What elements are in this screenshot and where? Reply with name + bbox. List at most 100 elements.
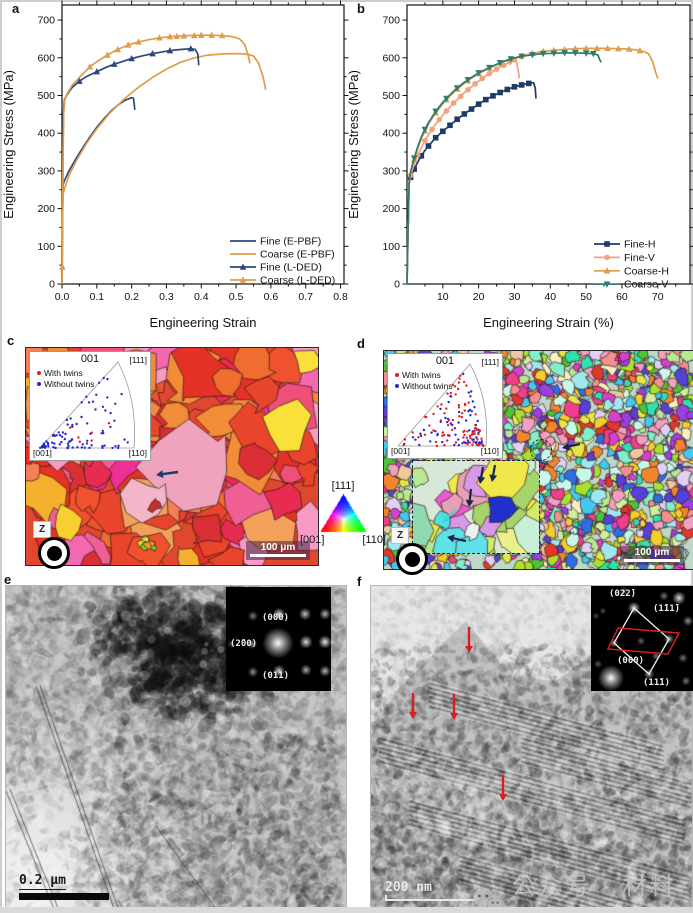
chart-svg-b: 10 20 30 40 50 60 700100200300400500600700Engi…: [346, 0, 693, 330]
x-tick-label: 0.6: [264, 291, 279, 303]
ebsd-ipf-map-coarse: 001 [111] [001] [110] With twins Without…: [25, 347, 319, 569]
pole-figure-title: 001: [80, 353, 100, 365]
y-tick-label: 0: [394, 279, 400, 291]
panel-label-e: e: [4, 572, 12, 587]
dashed-circle-marker: [530, 439, 552, 461]
y-tick-label: 100: [37, 241, 55, 253]
x-tick-label: 0.7: [298, 291, 313, 303]
x-tick-label: 20: [473, 291, 485, 303]
legend-label: Coarse (L-DED): [260, 275, 335, 287]
legend-label: Coarse-V: [624, 279, 668, 291]
x-tick-label: 0.4: [194, 291, 209, 303]
dp-label-000: (000): [617, 656, 645, 666]
stress-strain-chart-h-v: 10 20 30 40 50 60 70 0 100 200 300 400 500 600 700 Engi…: [345, 0, 693, 340]
panel-label-f: f: [357, 574, 362, 589]
ipf-color-triangle: [319, 493, 367, 533]
x-axis-title: Engineering Strain (%): [483, 315, 614, 330]
x-tick-label: 0.1: [90, 291, 105, 303]
y-tick-label: 400: [382, 128, 400, 140]
series-line: [406, 52, 602, 285]
red-unit-cell: [606, 627, 681, 655]
legend-label: Fine (L-DED): [260, 262, 322, 274]
ipf-key-110: [110]: [362, 534, 386, 546]
scale-bar-f-line: [385, 895, 477, 901]
scale-bar-f-text: 200 nm: [385, 880, 432, 895]
without-twins-label: Without twins: [44, 378, 95, 389]
dp-label-022: (022̄): [609, 589, 637, 599]
without-twins-dot: [37, 381, 41, 386]
legend-label: Fine-H: [624, 239, 656, 251]
twin-legend: With twins Without twins: [395, 369, 453, 391]
x-tick-label: 0.3: [159, 291, 174, 303]
dp-label-200: (2̄00): [230, 639, 258, 649]
pole-figure-title: 001: [435, 355, 455, 367]
diffraction-pattern-f: (022̄) (1̄11̄) (000) (11̄1): [591, 586, 693, 691]
z-axis-symbol: [396, 543, 428, 575]
stress-strain-chart-epbf-lded: 0.0 0.1 0.2 0.3 0.4 0.5 0.6 0.7 0.8 0 100 200 300 400…: [0, 0, 349, 340]
corner-label-111: [111]: [481, 357, 499, 367]
tem-image-f: (022̄) (1̄11̄) (000) (11̄1) 200 nm: [370, 585, 693, 908]
x-tick-label: 50: [580, 291, 592, 303]
y-axis-title: Engineering Stress (MPa): [346, 70, 361, 219]
diffraction-pattern-e: (000) (2̄00) (011): [226, 587, 331, 691]
corner-label-110: [110]: [128, 448, 147, 458]
z-axis-label: Z: [391, 527, 409, 544]
y-tick-label: 600: [382, 52, 400, 64]
diffraction-pattern-e-image: [226, 587, 331, 691]
x-tick-label: 0.5: [229, 291, 244, 303]
x-axis-title: Engineering Strain: [150, 315, 257, 330]
panel-label-b: b: [357, 1, 365, 16]
dp-label-111a: (1̄11̄): [653, 604, 681, 614]
y-tick-label: 700: [37, 15, 55, 27]
y-tick-label: 200: [37, 203, 55, 215]
with-twins-dot: [395, 372, 399, 377]
without-twins-label: Without twins: [402, 380, 453, 391]
scale-bar-c-line: [250, 554, 306, 557]
scale-bar-e: 0.2 μm: [19, 871, 109, 900]
scale-bar-c-text: 100 μm: [260, 542, 296, 553]
y-axis-title: Engineering Stress (MPa): [1, 70, 16, 219]
pole-figure-inset-d: 001 [111] [001] [110] With twins Without…: [387, 353, 503, 459]
y-tick-label: 0: [49, 279, 55, 291]
x-tick-label: 40: [544, 291, 556, 303]
scale-bar-f: 200 nm: [385, 878, 477, 901]
scale-bar-c: 100 μm: [246, 541, 310, 560]
x-tick-label: 0.2: [124, 291, 139, 303]
x-tick-label: 10: [437, 291, 449, 303]
legend-label: Coarse-H: [624, 265, 669, 277]
dp-label-000: (000): [262, 613, 290, 623]
dp-label-011: (011): [262, 671, 290, 681]
z-axis-symbol: [38, 537, 70, 569]
x-tick-label: 0.8: [333, 291, 348, 303]
annotation-arrow-overlay-c: [156, 470, 179, 479]
tem-image-e: (000) (2̄00) (011) 0.2 μm: [5, 585, 347, 910]
series-line: [406, 81, 537, 285]
y-tick-label: 700: [382, 15, 400, 27]
with-twins-label: With twins: [44, 367, 83, 378]
with-twins-label: With twins: [402, 369, 441, 380]
y-tick-label: 400: [37, 128, 55, 140]
pole-figure-plot-c: [39, 361, 136, 450]
ipf-key-111: [111]: [331, 480, 355, 492]
annotation-arrow-overlay-d: [442, 442, 581, 543]
with-twins-dot: [37, 370, 41, 375]
x-tick-label: 0.0: [55, 291, 70, 303]
corner-label-001: [001]: [33, 448, 52, 458]
corner-label-001: [001]: [391, 446, 410, 456]
corner-label-111: [111]: [129, 355, 147, 365]
series-line: [61, 47, 200, 285]
y-tick-label: 500: [382, 90, 400, 102]
scale-bar-e-line: [19, 893, 109, 900]
chart-svg-a: 0.0 0.1 0.2 0.3 0.4 0.5 0.6 0.7 0.8 0 100 200 300 400…: [1, 0, 349, 330]
ipf-color-key: [111] [001] [110]: [300, 480, 386, 546]
y-tick-label: 200: [382, 203, 400, 215]
pole-figure-inset-c: 001 [111] [001] [110] With twins Without…: [29, 351, 151, 461]
corner-label-110: [110]: [480, 446, 499, 456]
without-twins-dot: [395, 383, 399, 388]
magnified-inset-d: [412, 460, 540, 554]
panel-label-c: c: [7, 333, 15, 348]
dp-label-111b: (11̄1): [643, 678, 671, 688]
y-tick-label: 600: [37, 52, 55, 64]
scale-bar-d: 100 μm: [620, 546, 684, 565]
